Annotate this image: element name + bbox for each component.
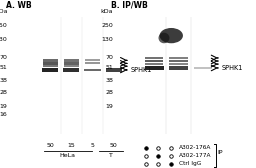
Text: B. IP/WB: B. IP/WB — [111, 1, 148, 10]
Text: 50: 50 — [110, 143, 118, 148]
Bar — [84, 69, 101, 71]
Text: SPHK1: SPHK1 — [131, 67, 152, 73]
Text: 130: 130 — [101, 37, 113, 42]
Bar — [169, 60, 188, 62]
Text: 19: 19 — [105, 104, 113, 109]
Text: A. WB: A. WB — [6, 1, 31, 10]
Text: SPHK1: SPHK1 — [222, 65, 243, 71]
Text: HeLa: HeLa — [60, 153, 76, 158]
Bar — [64, 59, 79, 62]
Text: 19: 19 — [0, 104, 8, 109]
Text: 38: 38 — [0, 78, 8, 83]
Bar — [64, 65, 79, 67]
Text: T: T — [109, 153, 113, 158]
Text: 70: 70 — [0, 55, 8, 60]
Bar — [42, 68, 58, 72]
Text: 28: 28 — [105, 90, 113, 95]
Bar — [145, 57, 163, 59]
Bar — [169, 63, 188, 65]
Bar — [169, 57, 188, 59]
Text: 70: 70 — [105, 55, 113, 60]
Text: kDa: kDa — [0, 9, 8, 14]
Text: Ctrl IgG: Ctrl IgG — [179, 161, 201, 166]
Text: 250: 250 — [0, 23, 8, 28]
Text: 28: 28 — [0, 90, 8, 95]
Bar — [64, 62, 79, 65]
Bar — [145, 63, 163, 65]
Bar — [43, 62, 58, 65]
Bar — [194, 67, 212, 69]
Ellipse shape — [158, 33, 169, 43]
Bar — [43, 65, 58, 67]
Bar — [169, 66, 188, 70]
Text: 50: 50 — [46, 143, 54, 148]
Bar — [145, 66, 164, 70]
Bar — [85, 62, 100, 64]
Text: 15: 15 — [68, 143, 75, 148]
Text: IP: IP — [217, 150, 223, 155]
Text: 250: 250 — [101, 23, 113, 28]
Ellipse shape — [159, 28, 183, 43]
Bar — [43, 59, 58, 62]
Bar — [63, 68, 79, 72]
Text: kDa: kDa — [100, 9, 113, 14]
Text: 130: 130 — [0, 37, 8, 42]
Text: A302-176A: A302-176A — [179, 145, 211, 150]
Bar — [105, 68, 122, 72]
Bar — [145, 60, 163, 62]
Bar — [85, 59, 100, 61]
Text: A302-177A: A302-177A — [179, 153, 211, 158]
Text: 5: 5 — [91, 143, 94, 148]
Text: 38: 38 — [105, 78, 113, 83]
Text: 16: 16 — [0, 113, 8, 117]
Text: 51: 51 — [105, 66, 113, 70]
Text: 51: 51 — [0, 66, 8, 70]
